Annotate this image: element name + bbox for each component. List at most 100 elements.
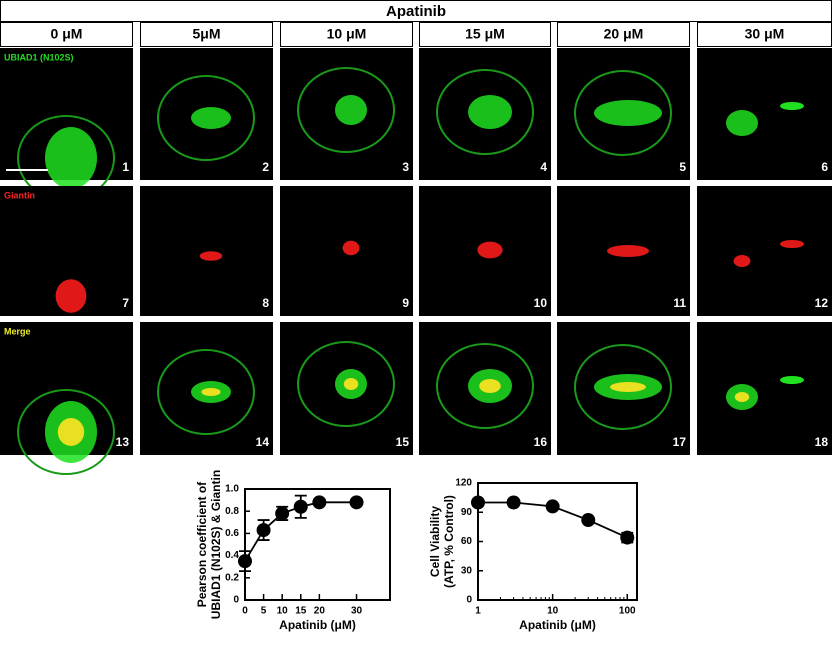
column-label: 10 μM: [327, 26, 367, 42]
micrograph: [697, 48, 832, 180]
red-signal: [477, 241, 503, 259]
data-point: [620, 530, 635, 545]
y-tick-label: 1.0: [225, 484, 239, 495]
column-label: 30 μM: [745, 26, 785, 42]
column-label: 5μM: [192, 26, 220, 42]
data-point: [312, 495, 327, 510]
x-tick-label: 10: [277, 606, 289, 617]
x-axis-label: Apatinib (μM): [279, 618, 356, 632]
panel-number: 1: [122, 160, 129, 174]
green-signal: [468, 95, 512, 129]
data-point: [256, 523, 271, 538]
red-signal: [607, 245, 649, 257]
y-tick-label: 30: [461, 565, 473, 576]
cell-outline: [436, 343, 534, 429]
cell-outline: [17, 389, 115, 475]
figure-title: Apatinib: [386, 3, 446, 20]
micrograph: [697, 322, 832, 455]
green-signal: [191, 107, 231, 129]
y-tick-label: 0: [233, 595, 239, 606]
green-signal: [594, 100, 662, 126]
x-tick-label: 20: [314, 606, 326, 617]
plot-frame: [244, 488, 391, 601]
red-signal: [199, 251, 223, 261]
cell-outline: [157, 349, 255, 435]
panel-number: 7: [122, 296, 129, 310]
second-cell: [780, 240, 804, 248]
panel-number: 5: [679, 160, 686, 174]
data-point: [293, 499, 308, 514]
panel-number: 4: [540, 160, 547, 174]
merge-signal: [610, 382, 646, 392]
x-tick-label: 0: [242, 606, 248, 617]
y-tick-label: 60: [461, 536, 473, 547]
micrograph: [697, 186, 832, 316]
micrograph: [140, 186, 273, 316]
merge-signal: [57, 418, 85, 446]
red-signal: [55, 279, 87, 313]
data-point: [238, 554, 252, 569]
panel-number: 15: [396, 435, 410, 449]
y-tick-label: 0.4: [225, 550, 239, 561]
plot-frame: [477, 482, 638, 601]
x-axis-label: Apatinib (μM): [519, 618, 596, 632]
green-signal: [335, 95, 367, 125]
panel-number: 11: [673, 296, 686, 310]
column-header-box: [419, 22, 551, 47]
y-axis-label: Cell Viability: [428, 506, 442, 577]
panel-number: 6: [821, 160, 828, 174]
panel-number: 13: [116, 435, 130, 449]
panel-number: 17: [673, 435, 687, 449]
column-label: 0 μM: [51, 26, 83, 42]
data-point: [581, 513, 596, 528]
x-tick-label: 1: [475, 606, 481, 617]
y-tick-label: 0: [466, 595, 472, 606]
y-tick-label: 120: [455, 478, 472, 489]
column-label: 15 μM: [465, 26, 505, 42]
y-axis-label: Pearson coefficient of: [195, 481, 209, 607]
green-signal: [45, 127, 97, 189]
column-header-box: [140, 22, 273, 47]
y-tick-label: 90: [461, 507, 473, 518]
panel-number: 9: [402, 296, 409, 310]
second-cell: [780, 102, 804, 110]
data-point: [545, 499, 560, 514]
panel-number: 2: [262, 160, 269, 174]
y-tick-label: 0.8: [225, 506, 239, 517]
data-point: [349, 495, 364, 510]
cell-outline: [297, 67, 395, 153]
x-tick-label: 100: [619, 606, 636, 617]
merge-signal: [201, 388, 221, 396]
red-signal: [342, 240, 360, 256]
data-point: [275, 506, 290, 521]
row-label: UBIAD1 (N102S): [4, 52, 74, 62]
data-point: [471, 495, 485, 510]
cell-outline: [574, 70, 672, 156]
cell-outline: [157, 75, 255, 161]
merge-signal: [343, 378, 359, 390]
merge-signal: [734, 392, 750, 402]
row-label: Giantin: [4, 190, 35, 200]
y-tick-label: 0.6: [225, 528, 239, 539]
panel-number: 8: [262, 296, 269, 310]
x-tick-label: 15: [295, 606, 307, 617]
x-tick-label: 30: [351, 606, 363, 617]
column-header-box: [280, 22, 413, 47]
second-cell: [780, 376, 804, 384]
column-header-box: [0, 22, 133, 47]
y-tick-label: 0.2: [225, 572, 239, 583]
panel-number: 18: [815, 435, 829, 449]
panel-number: 14: [256, 435, 270, 449]
column-label: 20 μM: [604, 26, 644, 42]
green-signal: [726, 110, 758, 136]
merge-signal: [479, 379, 501, 393]
row-label: Merge: [4, 326, 31, 336]
y-axis-label: UBIAD1 (N102S) & Giantin: [209, 470, 223, 619]
cell-outline: [436, 69, 534, 155]
y-axis-label: (ATP, % Control): [442, 495, 456, 588]
cell-outline: [297, 341, 395, 427]
panel-number: 3: [402, 160, 409, 174]
data-point: [506, 495, 521, 510]
red-signal: [733, 255, 751, 267]
